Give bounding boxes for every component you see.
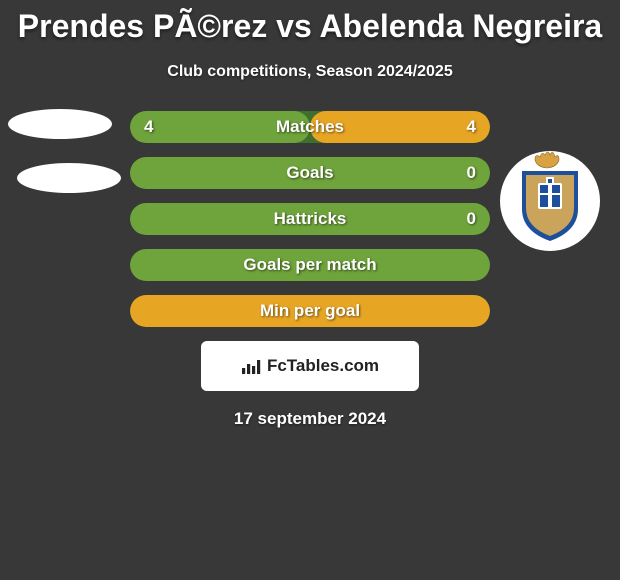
stat-label: Min per goal	[130, 295, 490, 327]
stat-value-right: 4	[467, 111, 476, 143]
page-title: Prendes PÃ©rez vs Abelenda Negreira	[0, 0, 620, 45]
brand-text: FcTables.com	[267, 356, 379, 376]
stat-row: Goals0	[130, 157, 490, 189]
stat-bars: Matches44Goals0Hattricks0Goals per match…	[130, 111, 490, 327]
stat-label: Goals per match	[130, 249, 490, 281]
date-label: 17 september 2024	[0, 409, 620, 429]
stat-row: Matches4 4	[130, 111, 490, 143]
stat-row: Hattricks0	[130, 203, 490, 235]
stat-label: Goals	[130, 157, 490, 189]
comparison-area: Matches44Goals0Hattricks0Goals per match…	[0, 111, 620, 327]
page-subtitle: Club competitions, Season 2024/2025	[0, 63, 620, 81]
stat-value-right: 0	[467, 203, 476, 235]
stat-label: Hattricks	[130, 203, 490, 235]
player-left-avatar-1	[8, 109, 112, 139]
stat-row: Goals per match	[130, 249, 490, 281]
brand-box: FcTables.com	[201, 341, 419, 391]
brand-label: FcTables.com	[241, 356, 379, 376]
stat-row: Min per goal	[130, 295, 490, 327]
stat-value-right: 0	[467, 157, 476, 189]
stat-value-left: 4	[144, 111, 153, 143]
player-left-avatar-2	[17, 163, 121, 193]
club-crest-icon	[500, 151, 600, 251]
brand-bars-icon	[241, 357, 263, 375]
stat-label: Matches	[130, 111, 490, 143]
player-right-crest	[500, 151, 600, 251]
